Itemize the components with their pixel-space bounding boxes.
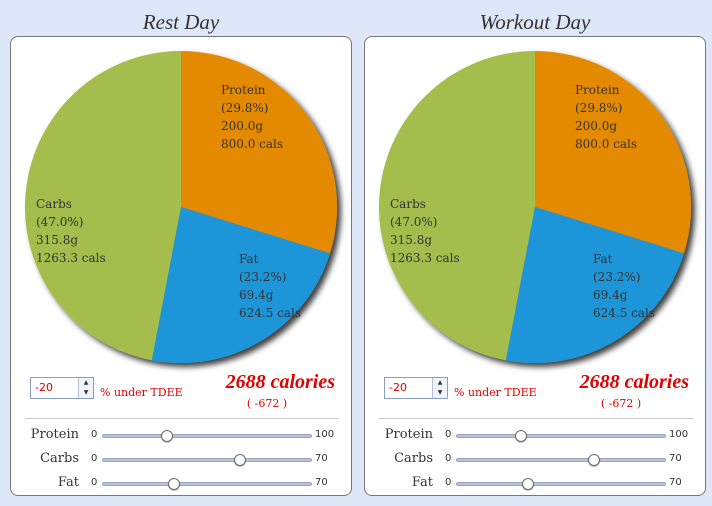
slider-label: Carbs — [40, 451, 79, 466]
pie-label-carbs: Carbs (47.0%) 315.8g 1263.3 cals — [390, 195, 460, 267]
macro-calories: 624.5 cals — [593, 306, 656, 320]
spinner-buttons: ▲ ▼ — [78, 378, 93, 398]
calories-difference: ( -672 ) — [600, 397, 642, 410]
slider-label: Protein — [30, 427, 79, 442]
spinner-buttons: ▲ ▼ — [432, 378, 447, 398]
macro-calories: 1263.3 cals — [36, 251, 106, 265]
tdee-percent-value[interactable]: -20 — [35, 381, 53, 394]
slider-max: 100 — [315, 429, 335, 440]
slider-row-fat: Fat 0 70 — [11, 473, 351, 493]
calories-difference: ( -672 ) — [246, 397, 288, 410]
pie-label-fat: Fat (23.2%) 69.4g 624.5 cals — [593, 250, 655, 322]
pie-slice-carbs — [24, 51, 181, 361]
slider-row-protein: Protein 0 100 — [365, 425, 705, 445]
total-calories: 2688 calories — [579, 371, 689, 393]
workout-day-panel: Protein (29.8%) 200.0g 800.0 cals Carbs … — [364, 36, 706, 496]
spinner-down-arrow-icon[interactable]: ▼ — [79, 388, 93, 398]
macro-pie-chart — [24, 51, 338, 364]
macro-name: Fat — [593, 252, 613, 266]
macro-name: Protein — [575, 83, 620, 97]
tdee-percent-spinner[interactable]: -20 ▲ ▼ — [384, 377, 448, 399]
slider-label: Protein — [384, 427, 433, 442]
divider — [379, 418, 693, 419]
tdee-label: % under TDEE — [100, 386, 183, 399]
macro-percent: (29.8%) — [575, 101, 623, 115]
workout-day-column: Workout Day Protein (29.8%) 200.0g 800.0… — [364, 0, 706, 506]
macro-grams: 69.4g — [593, 288, 628, 302]
pie-slice-fat — [151, 207, 330, 364]
carbs-slider-handle[interactable] — [234, 454, 247, 466]
pie-label-protein: Protein (29.8%) 200.0g 800.0 cals — [575, 81, 637, 153]
macro-grams: 200.0g — [221, 119, 264, 133]
macro-name: Carbs — [390, 197, 426, 211]
protein-slider-track[interactable] — [102, 430, 312, 442]
carbs-slider-track[interactable] — [102, 454, 312, 466]
macro-calories: 800.0 cals — [575, 137, 638, 151]
macro-name: Protein — [221, 83, 266, 97]
protein-slider-handle[interactable] — [161, 430, 174, 442]
slider-row-fat: Fat 0 70 — [365, 473, 705, 493]
fat-slider-handle[interactable] — [521, 478, 534, 490]
tdee-label: % under TDEE — [454, 386, 537, 399]
carbs-slider-track[interactable] — [456, 454, 666, 466]
macro-percent: (23.2%) — [239, 270, 287, 284]
slider-min: 0 — [91, 453, 98, 464]
rest-day-column: Rest Day Protein (29.8%) 200.0g 800.0 ca… — [10, 0, 352, 506]
slider-max: 70 — [315, 477, 328, 488]
slider-min: 0 — [91, 477, 98, 488]
pie-slice-protein — [535, 51, 692, 254]
macro-grams: 200.0g — [575, 119, 618, 133]
spinner-down-arrow-icon[interactable]: ▼ — [433, 388, 447, 398]
pie-slice-fat — [505, 207, 684, 364]
macro-calories: 1263.3 cals — [390, 251, 460, 265]
slider-min: 0 — [445, 477, 452, 488]
slider-row-protein: Protein 0 100 — [11, 425, 351, 445]
tdee-percent-value[interactable]: -20 — [389, 381, 407, 394]
protein-slider-handle[interactable] — [515, 430, 528, 442]
slider-label: Fat — [411, 475, 433, 490]
slider-min: 0 — [91, 429, 98, 440]
slider-max: 70 — [315, 453, 328, 464]
rest-day-panel: Protein (29.8%) 200.0g 800.0 cals Carbs … — [10, 36, 352, 496]
macro-name: Carbs — [36, 197, 72, 211]
macro-percent: (29.8%) — [221, 101, 269, 115]
day-title: Rest Day — [142, 10, 220, 34]
fat-slider-track[interactable] — [102, 478, 312, 490]
fat-slider-track[interactable] — [456, 478, 666, 490]
tdee-percent-spinner[interactable]: -20 ▲ ▼ — [30, 377, 94, 399]
pie-slice-protein — [181, 51, 338, 254]
macro-percent: (23.2%) — [593, 270, 641, 284]
macro-name: Fat — [239, 252, 259, 266]
macro-grams: 315.8g — [36, 233, 79, 247]
slider-label: Carbs — [394, 451, 433, 466]
carbs-slider-handle[interactable] — [588, 454, 601, 466]
total-calories: 2688 calories — [225, 371, 335, 393]
slider-row-carbs: Carbs 0 70 — [365, 449, 705, 469]
pie-slice-carbs — [378, 51, 535, 361]
slider-max: 70 — [669, 453, 682, 464]
slider-label: Fat — [57, 475, 79, 490]
macro-calories: 624.5 cals — [239, 306, 302, 320]
slider-min: 0 — [445, 429, 452, 440]
slider-min: 0 — [445, 453, 452, 464]
macro-calories: 800.0 cals — [221, 137, 284, 151]
pie-label-fat: Fat (23.2%) 69.4g 624.5 cals — [239, 250, 301, 322]
macro-grams: 315.8g — [390, 233, 433, 247]
slider-max: 100 — [669, 429, 689, 440]
fat-slider-handle[interactable] — [167, 478, 180, 490]
macro-pie-chart — [378, 51, 692, 364]
macro-grams: 69.4g — [239, 288, 274, 302]
divider — [25, 418, 339, 419]
macro-percent: (47.0%) — [36, 215, 84, 229]
slider-max: 70 — [669, 477, 682, 488]
pie-label-protein: Protein (29.8%) 200.0g 800.0 cals — [221, 81, 283, 153]
slider-row-carbs: Carbs 0 70 — [11, 449, 351, 469]
day-title: Workout Day — [479, 10, 591, 34]
macro-percent: (47.0%) — [390, 215, 438, 229]
pie-label-carbs: Carbs (47.0%) 315.8g 1263.3 cals — [36, 195, 106, 267]
protein-slider-track[interactable] — [456, 430, 666, 442]
